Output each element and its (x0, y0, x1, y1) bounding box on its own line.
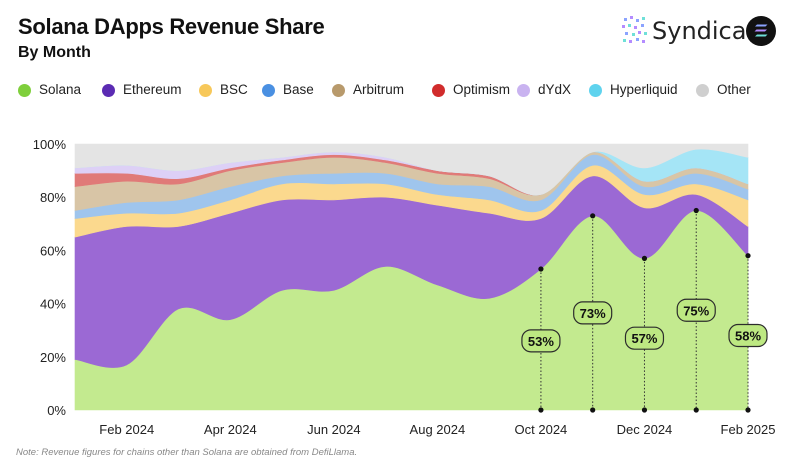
annotation-point (745, 253, 751, 259)
legend-swatch (696, 84, 709, 97)
logo-dot (644, 32, 647, 35)
logo-dot (636, 38, 639, 41)
annotation-base-point (538, 407, 544, 413)
legend-label: dYdX (538, 82, 572, 97)
solana-logo-icon (746, 16, 776, 46)
legend-label: Other (717, 82, 751, 97)
logo-dot (638, 31, 641, 34)
x-tick-label: Oct 2024 (515, 422, 568, 437)
x-tick-label: Feb 2024 (99, 422, 154, 437)
page-title: Solana DApps Revenue Share (18, 14, 325, 39)
syndica-logo-icon (622, 16, 647, 43)
annotation-base-point (641, 407, 648, 413)
y-tick-label: 0% (47, 403, 66, 418)
legend-label: Solana (39, 82, 82, 97)
annotation-badge (728, 323, 768, 348)
legend-label: BSC (220, 82, 248, 97)
legend-swatch (102, 84, 115, 97)
logo-dot (623, 39, 626, 42)
annotation-label: 75% (683, 303, 709, 318)
x-tick-label: Feb 2025 (721, 422, 776, 437)
annotation-base-point (745, 407, 751, 413)
logo-dot (629, 40, 632, 43)
legend-label: Arbitrum (353, 82, 405, 97)
x-axis: Feb 2024 Apr 2024 Jun 2024 Aug 2024 Oct 2024… (99, 422, 775, 437)
annotation-badge (521, 329, 561, 353)
solana-logo-bar (755, 34, 768, 37)
stacked-areas (74, 143, 749, 411)
logo-dot (624, 18, 627, 21)
legend-label: Hyperliquid (610, 82, 678, 97)
logo-dot (642, 17, 645, 20)
legend-swatch (18, 84, 31, 97)
legend-swatch (517, 84, 530, 97)
logo-dot (628, 24, 631, 27)
annotation-badge (624, 326, 665, 350)
revenue-share-chart: 0% 20% 40% 60% 80% 100% Feb 2024 Apr 2024 Jun 20… (33, 137, 776, 437)
logo-dot (634, 26, 637, 29)
annotation-label: 58% (735, 329, 761, 344)
annotation-label: 53% (528, 334, 554, 349)
solana-logo-bar (754, 29, 767, 32)
annotation-badge (573, 301, 613, 325)
logo-dot (630, 16, 633, 19)
y-tick-label: 60% (40, 243, 66, 258)
syndica-logo-dots (622, 16, 647, 43)
legend-label: Optimism (453, 82, 510, 97)
logo-dot (632, 33, 635, 36)
annotation-label: 73% (580, 306, 606, 321)
y-tick-label: 100% (33, 137, 67, 152)
annotation-badge (676, 298, 716, 322)
y-tick-label: 80% (40, 190, 66, 205)
solana-logo-bar (755, 24, 768, 27)
annotations: 53% 73% 57% 75% 58% (521, 207, 768, 413)
annotation-point (641, 255, 648, 261)
x-tick-label: Jun 2024 (307, 422, 361, 437)
annotation-base-point (590, 407, 596, 413)
y-axis: 0% 20% 40% 60% 80% 100% (33, 137, 67, 418)
footer-note: Note: Revenue figures for chains other t… (16, 447, 358, 458)
y-tick-label: 20% (40, 350, 66, 365)
x-tick-label: Apr 2024 (204, 422, 257, 437)
legend-label: Base (283, 82, 314, 97)
annotation-point (693, 207, 699, 214)
logo-dot (642, 40, 645, 43)
x-tick-label: Dec 2024 (617, 422, 673, 437)
legend-swatch (432, 84, 445, 97)
area-other (74, 143, 749, 196)
annotation-base-point (693, 407, 699, 413)
logo-dot (622, 25, 625, 28)
legend-label: Ethereum (123, 82, 182, 97)
legend-swatch (262, 84, 275, 97)
annotation-label: 57% (631, 331, 657, 346)
legend-swatch (589, 84, 602, 97)
y-tick-label: 40% (40, 297, 66, 312)
logo-dot (625, 32, 628, 35)
annotation-point (538, 266, 544, 272)
brand-name: Syndica (652, 17, 747, 45)
x-tick-label: Aug 2024 (410, 422, 466, 437)
logo-dot (641, 24, 644, 27)
logo-dot (636, 19, 639, 22)
legend-swatch (332, 84, 345, 97)
brand: Syndica (622, 14, 792, 48)
page-subtitle: By Month (18, 44, 91, 61)
annotation-point (590, 213, 596, 219)
legend-swatch (199, 84, 212, 97)
